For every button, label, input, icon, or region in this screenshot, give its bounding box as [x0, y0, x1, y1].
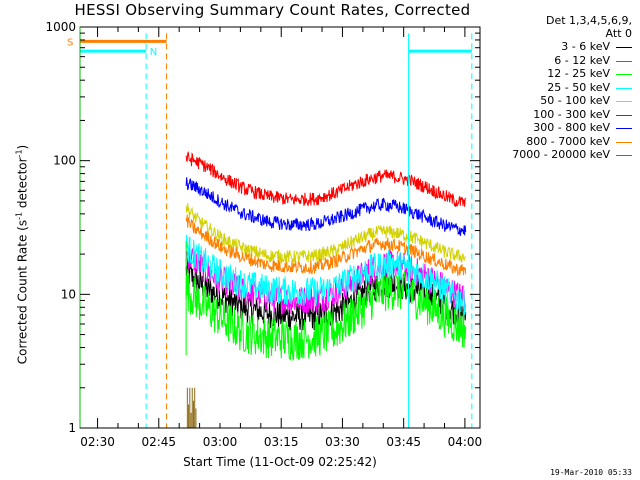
legend-swatch [616, 74, 632, 75]
series-50-100-kev-line [185, 203, 467, 265]
y-tick-label: 100 [53, 154, 76, 168]
series-25-50-kev-line [185, 234, 467, 316]
legend-swatch [616, 128, 632, 129]
legend-item: 25 - 50 keV [477, 81, 632, 95]
x-tick-label: 03:00 [203, 435, 238, 449]
chart-title: HESSI Observing Summary Count Rates, Cor… [74, 1, 471, 19]
x-tick-label: 03:30 [325, 435, 360, 449]
legend-item: 300 - 800 keV [477, 121, 632, 135]
legend-item-label: 3 - 6 keV [561, 40, 610, 53]
x-tick-label: 04:00 [448, 435, 483, 449]
legend-swatch [616, 101, 632, 102]
legend-swatch [616, 87, 632, 89]
axis-layer: 1 10 100 1000 02:30 02:45 03:00 03:15 03:30 03:45… [45, 20, 482, 449]
x-axis-label: Start Time (11-Oct-09 02:25:42) [183, 455, 377, 469]
legend-item-label: 50 - 100 keV [540, 94, 610, 107]
legend-item: 50 - 100 keV [477, 94, 632, 108]
flag-layer: SN [67, 33, 473, 428]
legend-item: 12 - 25 keV [477, 67, 632, 81]
legend-item-label: 7000 - 20000 keV [512, 148, 610, 161]
y-axis-label: Corrected Count Rate (s-1 detector-1) [15, 145, 30, 365]
legend-item-label: 800 - 7000 keV [526, 134, 610, 148]
legend-item: 800 - 7000 keV [477, 135, 632, 149]
legend-item: 6 - 12 keV [477, 54, 632, 68]
legend-item: 7000 - 20000 keV [477, 148, 632, 162]
legend-item-label: 6 - 12 keV [554, 53, 610, 67]
series-800-7000-kev-line [185, 214, 467, 276]
flag-s-label: S [67, 37, 73, 48]
y-tick-label: 1000 [45, 20, 76, 34]
legend-header-line-2: Att 0 [605, 27, 632, 40]
x-tick-label: 02:30 [80, 435, 115, 449]
series-100-300-kev-line [185, 150, 466, 208]
legend-swatch [616, 60, 632, 62]
series-6-12-kev-line [185, 246, 467, 315]
y-axis-label-text: Corrected Count Rate (s-1 detector-1) [14, 144, 30, 365]
legend-item: 3 - 6 keV [477, 40, 632, 54]
y-tick-label: 1 [68, 421, 76, 435]
x-tick-label: 03:45 [386, 435, 421, 449]
y-tick-label: 10 [61, 287, 76, 301]
series-12-25-kev-line [185, 269, 467, 361]
flag-n-label: N [150, 47, 157, 58]
legend-swatch [616, 155, 632, 156]
x-tick-label: 03:15 [264, 435, 299, 449]
legend-swatch [616, 114, 632, 116]
date-stamp: 19-Mar-2010 05:33 [550, 468, 632, 477]
legend-swatch [616, 47, 632, 48]
legend-item-label: 300 - 800 keV [533, 121, 610, 134]
legend-header-line-1: Det 1,3,4,5,6,9, [545, 14, 632, 27]
series-layer [185, 150, 467, 428]
legend-item: 100 - 300 keV [477, 108, 632, 122]
legend-item-label: 12 - 25 keV [547, 67, 610, 80]
series-300-800-kev-line [185, 177, 467, 236]
legend-item-label: 25 - 50 keV [547, 80, 610, 94]
legend-swatch [616, 141, 632, 143]
legend-item-label: 100 - 300 keV [533, 107, 610, 121]
x-tick-label: 02:45 [141, 435, 176, 449]
